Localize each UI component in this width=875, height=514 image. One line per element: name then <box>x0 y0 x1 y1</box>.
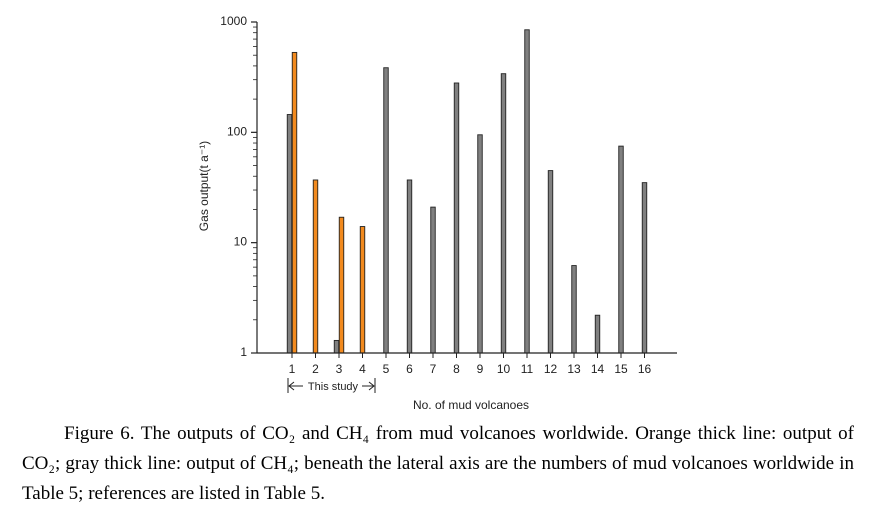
x-tick-label: 4 <box>359 362 366 376</box>
x-tick-label: 14 <box>591 362 605 376</box>
bar <box>383 67 389 354</box>
bar <box>641 182 648 354</box>
bar <box>477 134 483 354</box>
y-tick-label: 1 <box>240 345 247 359</box>
x-tick-label: 11 <box>521 362 534 376</box>
x-ticks: 1 2 3 4 5 6 7 8 9 10 11 12 13 14 15 16 <box>289 353 652 376</box>
bar <box>312 179 319 354</box>
x-tick-label: 8 <box>453 362 460 376</box>
bar <box>333 339 340 354</box>
bar <box>547 170 554 354</box>
this-study-label: This study <box>308 381 359 393</box>
y-minor-ticks <box>253 26 257 321</box>
bar <box>291 51 298 354</box>
x-tick-label: 12 <box>544 362 558 376</box>
x-tick-label: 10 <box>497 362 511 376</box>
x-tick-label: 3 <box>336 362 343 376</box>
x-tick-label: 2 <box>312 362 319 376</box>
bar <box>453 82 460 354</box>
x-tick-label: 6 <box>406 362 413 376</box>
y-tick-label: 10 <box>234 235 248 249</box>
y-tick-label: 1000 <box>220 14 247 28</box>
y-tick-label: 100 <box>227 124 247 138</box>
x-tick-label: 5 <box>383 362 390 376</box>
x-tick-label: 13 <box>567 362 581 376</box>
bar <box>430 206 436 354</box>
bar <box>359 226 366 354</box>
bar <box>338 216 345 354</box>
y-major-ticks: 1 10 100 1000 <box>220 14 257 359</box>
bar <box>406 179 413 354</box>
bar <box>571 265 577 354</box>
figure-caption: Figure 6. The outputs of CO₂ and CH₄ fro… <box>22 423 854 504</box>
x-tick-label: 15 <box>614 362 628 376</box>
bar <box>618 145 624 354</box>
x-tick-label: 7 <box>430 362 437 376</box>
y-axis-title: Gas output(t a⁻¹) <box>197 141 211 231</box>
x-tick-label: 16 <box>638 362 652 376</box>
bar <box>594 314 601 354</box>
bars <box>286 29 648 354</box>
x-axis-title: No. of mud volcanoes <box>413 398 529 412</box>
this-study-bracket: This study <box>287 378 376 393</box>
x-tick-label: 9 <box>477 362 484 376</box>
bar <box>524 29 530 354</box>
x-tick-label: 1 <box>289 362 296 376</box>
bar <box>286 114 293 354</box>
bar <box>500 73 507 354</box>
